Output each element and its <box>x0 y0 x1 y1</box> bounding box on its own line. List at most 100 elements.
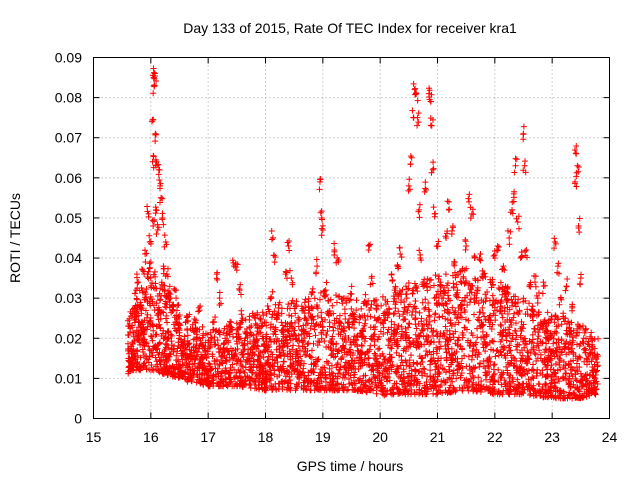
data-point <box>482 348 489 355</box>
data-point <box>342 369 349 376</box>
data-point <box>137 301 144 308</box>
data-point <box>134 307 141 314</box>
data-point <box>166 283 173 290</box>
data-point <box>439 333 446 340</box>
data-point <box>410 304 417 311</box>
data-point <box>406 321 413 328</box>
data-point <box>551 235 558 242</box>
data-point <box>506 389 513 396</box>
data-point <box>573 183 580 190</box>
data-point <box>347 296 354 303</box>
data-point <box>542 323 549 330</box>
data-point <box>316 296 323 303</box>
data-point <box>339 374 346 381</box>
data-point <box>581 358 588 365</box>
data-point <box>445 206 452 213</box>
data-point <box>393 380 400 387</box>
data-point <box>227 318 234 325</box>
data-point <box>229 257 236 264</box>
data-point <box>333 364 340 371</box>
data-point <box>396 244 403 251</box>
data-point <box>391 310 398 317</box>
data-point <box>213 380 220 387</box>
data-point <box>460 332 467 339</box>
data-point <box>161 288 168 295</box>
data-point <box>453 375 460 382</box>
data-point <box>384 360 391 367</box>
data-point <box>499 265 506 272</box>
data-point <box>184 332 191 339</box>
data-point <box>563 351 570 358</box>
data-point <box>372 356 379 363</box>
data-point <box>176 329 183 336</box>
data-point <box>218 356 225 363</box>
data-point <box>356 375 363 382</box>
data-point <box>286 267 293 274</box>
data-point <box>406 357 413 364</box>
data-point <box>513 367 520 374</box>
data-point <box>380 331 387 338</box>
data-point <box>185 369 192 376</box>
data-point <box>145 268 152 275</box>
data-point <box>537 338 544 345</box>
data-point <box>438 382 445 389</box>
data-point <box>251 351 258 358</box>
data-point <box>356 378 363 385</box>
data-point <box>497 279 504 286</box>
data-point <box>440 330 447 337</box>
data-point <box>523 247 530 254</box>
data-point <box>184 327 191 334</box>
data-point <box>394 341 401 348</box>
data-point <box>459 267 466 274</box>
data-point <box>433 328 440 335</box>
data-point <box>512 303 519 310</box>
data-point <box>150 271 157 278</box>
data-point <box>411 280 418 287</box>
data-point <box>343 297 350 304</box>
plot-frame <box>93 57 610 419</box>
data-point <box>143 366 150 373</box>
data-point <box>125 355 132 362</box>
data-point <box>199 342 206 348</box>
data-point <box>382 301 389 308</box>
data-point <box>410 359 417 366</box>
data-point <box>450 334 457 341</box>
data-point <box>237 335 244 342</box>
data-point <box>252 320 259 327</box>
data-point <box>288 275 295 282</box>
data-point <box>191 360 198 367</box>
data-point <box>414 122 421 129</box>
data-point <box>477 251 484 258</box>
data-point <box>552 370 559 377</box>
data-point <box>328 352 335 359</box>
data-point <box>322 372 329 379</box>
data-point <box>353 307 360 314</box>
data-point <box>398 371 405 378</box>
data-point <box>246 324 253 331</box>
data-point <box>485 385 492 392</box>
data-point <box>463 243 470 250</box>
data-point <box>364 313 371 320</box>
data-point <box>368 301 375 308</box>
data-point <box>314 383 321 390</box>
data-point <box>481 338 488 345</box>
data-point <box>145 343 152 350</box>
data-point <box>517 334 524 341</box>
data-point <box>566 373 573 380</box>
data-point <box>535 333 542 340</box>
data-point <box>430 355 437 362</box>
data-point <box>170 321 177 328</box>
data-point <box>423 332 430 339</box>
data-point <box>553 395 560 402</box>
data-point <box>405 344 412 351</box>
data-point <box>338 320 345 327</box>
data-point <box>234 383 241 390</box>
data-point <box>511 169 518 176</box>
data-point <box>175 364 182 371</box>
data-point <box>167 295 174 302</box>
data-point <box>458 369 465 376</box>
data-point <box>499 284 506 291</box>
data-point <box>238 349 245 356</box>
data-point <box>303 351 310 358</box>
data-point <box>534 322 541 329</box>
